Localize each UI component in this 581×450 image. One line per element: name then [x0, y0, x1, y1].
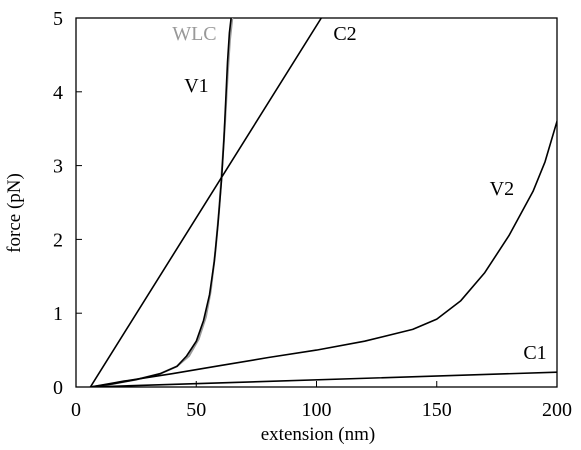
x-tick-label: 50 — [186, 399, 206, 421]
curves — [89, 18, 557, 387]
plot-border — [75, 17, 558, 388]
x-tick-label: 100 — [302, 399, 332, 421]
curve-label-c1: C1 — [523, 342, 546, 364]
curve-c1 — [89, 371, 557, 387]
y-tick-label: 1 — [53, 303, 63, 325]
y-tick-label: 4 — [53, 82, 63, 104]
curve-wlc — [89, 18, 234, 387]
curve-v1 — [89, 18, 232, 387]
y-axis-label: force (pN) — [4, 173, 25, 253]
curve-label-v1: V1 — [184, 75, 208, 97]
x-tick-label: 200 — [542, 399, 572, 421]
y-tick-label: 0 — [53, 377, 63, 399]
curve-c2 — [89, 18, 323, 387]
y-tick-label: 5 — [53, 8, 63, 30]
x-axis-label: extension (nm) — [261, 424, 376, 445]
curve-label-wlc: WLC — [172, 23, 216, 45]
tick-labels: 0 50 100 150 200 0 1 2 3 4 5 — [53, 8, 572, 421]
curve-label-c2: C2 — [333, 23, 356, 45]
plot-frame — [75, 17, 558, 388]
curve-v2 — [89, 120, 557, 387]
y-tick-label: 3 — [53, 156, 63, 178]
axis-ticks — [75, 17, 558, 388]
curve-labels: WLC V1 C2 V2 C1 — [172, 23, 546, 364]
x-tick-label: 150 — [422, 399, 452, 421]
curve-label-v2: V2 — [490, 178, 514, 200]
x-tick-label: 0 — [71, 399, 81, 421]
y-tick-label: 2 — [53, 229, 63, 251]
